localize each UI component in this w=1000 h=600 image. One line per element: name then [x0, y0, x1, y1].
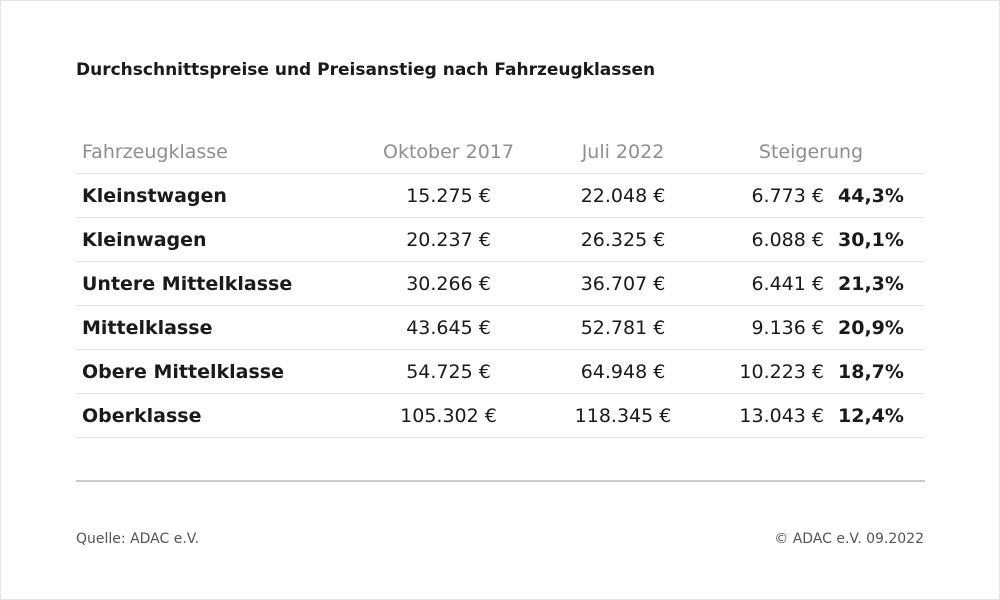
header-october-2017: Oktober 2017 [383, 140, 514, 163]
price-october-2017: 30.266 € [406, 272, 491, 295]
vehicle-class-name: Kleinwagen [82, 228, 207, 251]
header-increase: Steigerung [758, 140, 864, 163]
price-october-2017: 105.302 € [400, 404, 497, 427]
copyright-note: © ADAC e.V. 09.2022 [774, 531, 924, 547]
page-title: Durchschnittspreise und Preisanstieg nac… [76, 60, 656, 80]
price-july-2022: 64.948 € [580, 360, 666, 383]
price-october-2017: 15.275 € [406, 184, 491, 207]
footer-divider [76, 480, 925, 482]
price-increase-amount: 13.043 € [739, 404, 824, 427]
price-increase-amount: 9.136 € [751, 316, 824, 339]
price-october-2017: 20.237 € [406, 228, 491, 251]
source-note: Quelle: ADAC e.V. [76, 531, 200, 547]
price-table: Fahrzeugklasse Oktober 2017 Juli 2022 St… [76, 130, 925, 438]
table-row: Mittelklasse 43.645 € 52.781 € 9.136 € 2… [76, 306, 925, 350]
table-row: Kleinstwagen 15.275 € 22.048 € 6.773 € 4… [76, 174, 925, 218]
vehicle-class-name: Mittelklasse [82, 316, 213, 339]
price-july-2022: 22.048 € [580, 184, 666, 207]
price-increase-amount: 6.441 € [751, 272, 824, 295]
vehicle-class-name: Kleinstwagen [82, 184, 227, 207]
price-increase-percent: 20,9% [838, 316, 904, 339]
price-increase-amount: 10.223 € [739, 360, 824, 383]
header-july-2022: Juli 2022 [581, 140, 665, 163]
table-row: Obere Mittelklasse 54.725 € 64.948 € 10.… [76, 350, 925, 394]
vehicle-class-name: Untere Mittelklasse [82, 272, 293, 295]
price-increase-percent: 12,4% [838, 404, 904, 427]
price-increase-percent: 21,3% [838, 272, 904, 295]
price-increase-percent: 30,1% [838, 228, 904, 251]
price-increase-percent: 44,3% [838, 184, 904, 207]
price-july-2022: 36.707 € [580, 272, 666, 295]
price-increase-amount: 6.088 € [751, 228, 824, 251]
header-vehicle-class: Fahrzeugklasse [82, 140, 228, 163]
vehicle-class-name: Oberklasse [82, 404, 202, 427]
price-increase-percent: 18,7% [838, 360, 904, 383]
table-row: Oberklasse 105.302 € 118.345 € 13.043 € … [76, 394, 925, 438]
price-october-2017: 54.725 € [406, 360, 491, 383]
price-increase-amount: 6.773 € [751, 184, 824, 207]
table-header-row: Fahrzeugklasse Oktober 2017 Juli 2022 St… [76, 130, 925, 174]
price-july-2022: 26.325 € [580, 228, 666, 251]
price-july-2022: 118.345 € [574, 404, 672, 427]
price-october-2017: 43.645 € [406, 316, 491, 339]
table-row: Untere Mittelklasse 30.266 € 36.707 € 6.… [76, 262, 925, 306]
vehicle-class-name: Obere Mittelklasse [82, 360, 284, 383]
table-row: Kleinwagen 20.237 € 26.325 € 6.088 € 30,… [76, 218, 925, 262]
price-july-2022: 52.781 € [580, 316, 666, 339]
